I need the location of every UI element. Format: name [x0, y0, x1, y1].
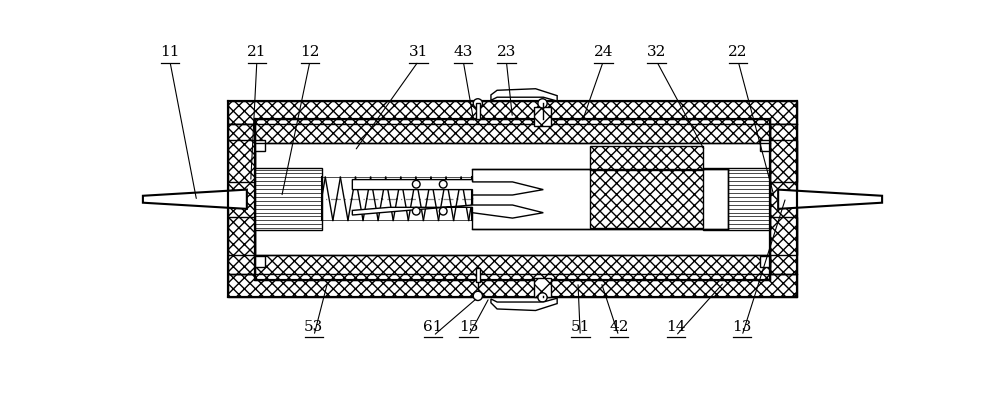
Bar	[534, 278, 551, 298]
Text: 42: 42	[609, 320, 629, 334]
Bar	[590, 169, 703, 228]
Bar	[228, 101, 797, 124]
Bar	[228, 140, 255, 182]
Polygon shape	[352, 180, 543, 195]
Bar	[255, 119, 770, 143]
Circle shape	[439, 180, 447, 188]
Text: 53: 53	[304, 320, 323, 334]
Circle shape	[538, 99, 547, 108]
Bar	[228, 217, 255, 255]
Text: 24: 24	[594, 46, 613, 59]
Text: 14: 14	[666, 320, 685, 334]
Bar	[760, 140, 770, 151]
Circle shape	[473, 291, 482, 301]
Bar	[590, 146, 703, 170]
Circle shape	[473, 99, 482, 108]
Text: 12: 12	[300, 46, 320, 59]
Bar	[770, 124, 797, 274]
Bar	[534, 107, 551, 127]
Text: 13: 13	[732, 320, 752, 334]
Text: 21: 21	[247, 46, 267, 59]
Bar	[228, 274, 797, 298]
Polygon shape	[352, 205, 543, 218]
Bar	[770, 217, 797, 255]
Text: 15: 15	[459, 320, 478, 334]
Circle shape	[412, 208, 420, 215]
Text: 61: 61	[423, 320, 443, 334]
Text: 23: 23	[497, 46, 516, 59]
Bar	[255, 255, 770, 280]
Bar	[476, 103, 480, 119]
Circle shape	[538, 293, 547, 302]
Text: 32: 32	[647, 46, 666, 59]
Text: 22: 22	[728, 46, 748, 59]
Circle shape	[412, 180, 420, 188]
Bar	[472, 169, 728, 229]
Bar	[703, 168, 770, 230]
Text: 43: 43	[454, 46, 473, 59]
Bar	[255, 140, 265, 151]
Polygon shape	[778, 189, 882, 209]
Text: 31: 31	[409, 46, 428, 59]
Text: 51: 51	[571, 320, 590, 334]
Bar	[760, 256, 770, 266]
Bar	[228, 124, 255, 274]
Polygon shape	[143, 189, 247, 209]
Polygon shape	[491, 298, 557, 310]
Text: 11: 11	[160, 46, 180, 59]
Bar	[255, 256, 265, 266]
Circle shape	[439, 208, 447, 215]
Polygon shape	[491, 89, 557, 101]
Bar	[476, 268, 480, 282]
Bar	[770, 140, 797, 182]
Bar	[255, 168, 322, 230]
